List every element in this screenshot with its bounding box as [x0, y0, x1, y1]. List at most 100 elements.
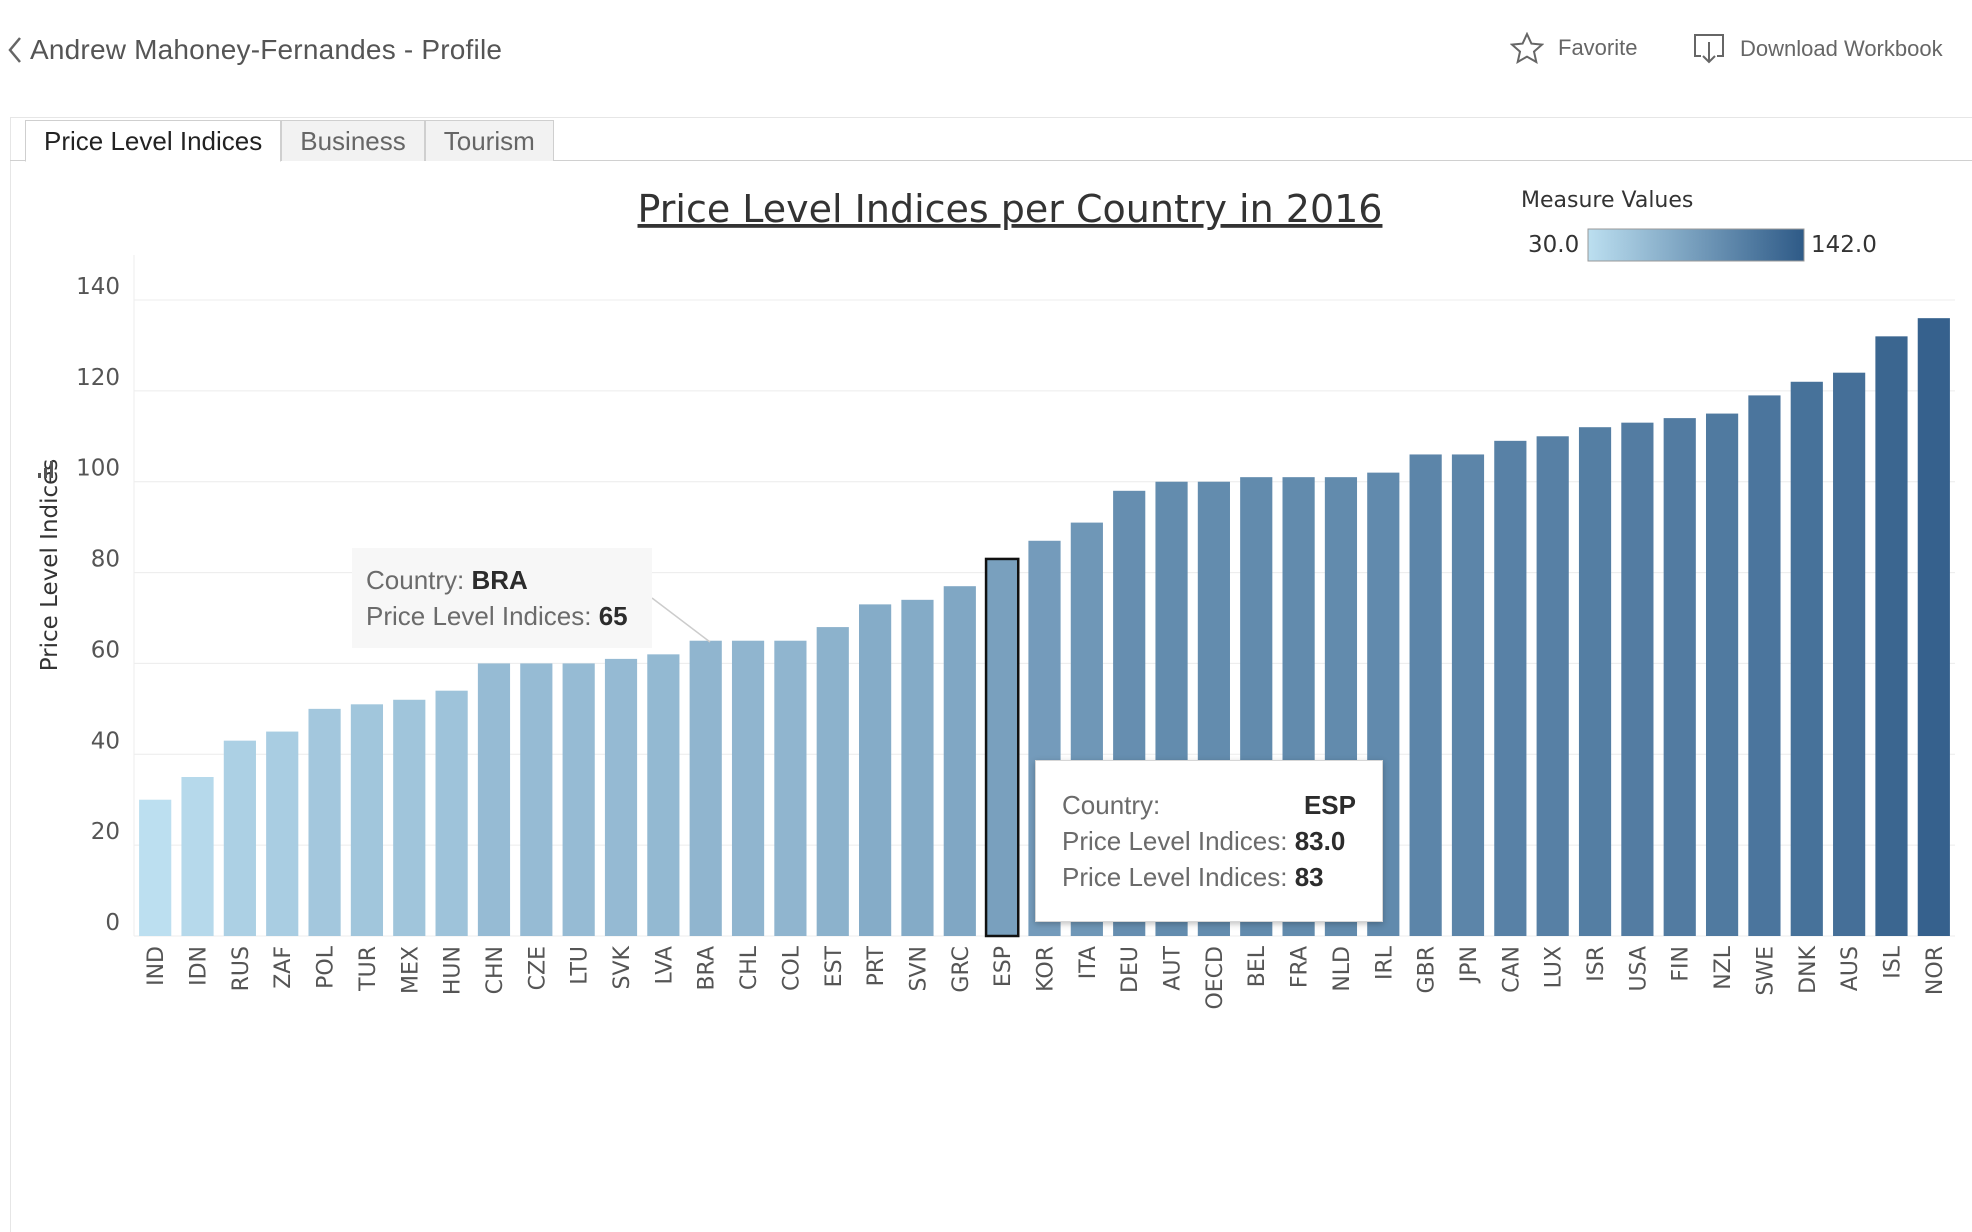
x-tick-label: BEL [1245, 945, 1270, 987]
x-tick-label: IRL [1372, 945, 1397, 980]
hover-tooltip: Country: BRA Price Level Indices: 65 [352, 548, 652, 648]
bar-cze[interactable] [520, 663, 553, 936]
bar-ind[interactable] [139, 799, 172, 936]
bar-nor[interactable] [1917, 318, 1950, 937]
bar-fin[interactable] [1663, 418, 1696, 937]
tooltip-pli-value: 65 [598, 601, 628, 631]
bar-lva[interactable] [647, 654, 680, 936]
download-workbook-label: Download Workbook [1740, 36, 1943, 61]
download-workbook-button[interactable]: Download Workbook [1692, 32, 1943, 66]
bar-est[interactable] [816, 627, 849, 936]
bar-dnk[interactable] [1790, 381, 1823, 936]
top-bar: Andrew Mahoney-Fernandes - Profile Favor… [0, 0, 1972, 105]
x-tick-label: DNK [1796, 945, 1821, 993]
x-tick-label: CHN [483, 946, 508, 994]
x-tick-label: KOR [1034, 946, 1059, 992]
x-tick-label: SVN [906, 946, 931, 991]
x-tick-label: COL [779, 945, 804, 991]
bar-ltu[interactable] [562, 663, 595, 936]
x-tick-label: LUX [1542, 946, 1567, 988]
x-tick-label: MEX [398, 946, 423, 994]
bar-chn[interactable] [477, 663, 511, 936]
x-tick-label: AUS [1838, 946, 1863, 991]
favorite-label: Favorite [1558, 35, 1638, 60]
chevron-left-icon [8, 37, 21, 63]
tooltip-pli-key: Price Level Indices: [1062, 862, 1288, 892]
bar-gbr[interactable] [1409, 454, 1442, 936]
tab-business[interactable]: Business [281, 120, 425, 161]
hover-tooltip-leader [651, 597, 711, 643]
bar-nzl[interactable] [1705, 413, 1739, 937]
back-to-profile-link[interactable]: Andrew Mahoney-Fernandes - Profile [6, 34, 502, 66]
x-tick-label: NOR [1923, 946, 1948, 995]
x-tick-label: ZAF [271, 946, 296, 989]
tooltip-country-value: ESP [1303, 790, 1356, 820]
x-tick-label: SWE [1753, 946, 1778, 996]
dashboard-frame [10, 117, 1972, 1232]
bar-lux[interactable] [1536, 436, 1569, 936]
bar-bra[interactable] [689, 640, 722, 936]
x-tick-label: SVK [610, 945, 635, 989]
bar-chl[interactable] [731, 640, 765, 936]
y-axis-title: Price Level Indices [37, 459, 63, 672]
x-tick-label: FIN [1669, 946, 1694, 982]
y-axis-title-group: Price Level Indices [37, 459, 63, 672]
x-axis-ticks: IND IDN RUS ZAF POL TUR MEX HUN CHN CZE LTU SVK LVA B… [144, 945, 1948, 1009]
chart-title: Price Level Indices per Country in 2016 [638, 187, 1383, 231]
y-tick-label: 0 [105, 910, 120, 936]
bar-svn[interactable] [901, 599, 934, 936]
sort-icon[interactable] [38, 461, 53, 478]
x-tick-label: LVA [652, 946, 677, 985]
y-tick-label: 40 [91, 728, 120, 754]
bar-svk[interactable] [604, 658, 638, 936]
favorite-button[interactable]: Favorite [1510, 32, 1637, 64]
bar-grc[interactable] [943, 586, 976, 936]
legend-min-label: 30.0 [1528, 232, 1579, 258]
tooltip-country-value: BRA [471, 565, 528, 595]
bar-pol[interactable] [308, 708, 341, 936]
tab-tourism[interactable]: Tourism [424, 120, 554, 161]
tooltip-pli-key: Price Level Indices: [1062, 826, 1288, 856]
x-tick-label: FRA [1288, 946, 1313, 988]
x-tick-label: AUT [1161, 945, 1186, 990]
bar-zaf[interactable] [266, 731, 299, 936]
bar-isl[interactable] [1875, 336, 1908, 936]
legend-max-label: 142.0 [1811, 232, 1877, 258]
y-tick-label: 20 [91, 819, 120, 845]
tooltip-pli-key: Price Level Indices: [366, 601, 592, 631]
back-link-label: Andrew Mahoney-Fernandes - Profile [30, 34, 503, 65]
bar-esp[interactable] [984, 557, 1020, 938]
bar-mex[interactable] [393, 699, 426, 936]
bar-jpn[interactable] [1451, 454, 1485, 936]
download-icon [1694, 34, 1724, 64]
y-axis-ticks: 0 20 40 60 80 100 120 140 [76, 274, 120, 936]
bar-isr[interactable] [1578, 427, 1612, 936]
bar-tur[interactable] [350, 704, 384, 936]
x-tick-label: IND [144, 946, 169, 986]
bar-rus[interactable] [223, 740, 256, 936]
x-tick-label: CAN [1499, 946, 1524, 993]
bar-idn[interactable] [181, 777, 214, 936]
bar-hun[interactable] [435, 690, 468, 936]
x-tick-label: OECD [1203, 946, 1228, 1010]
tab-price-level-indices[interactable]: Price Level Indices [25, 120, 282, 162]
selected-tooltip: Country: ESP Price Level Indices: 83.0 P… [1035, 760, 1383, 922]
x-tick-label: PRT [864, 945, 889, 986]
y-tick-label: 100 [76, 456, 120, 482]
legend-color-ramp [1587, 228, 1805, 262]
tabs-divider [10, 160, 1972, 161]
bar-usa[interactable] [1621, 422, 1654, 937]
x-tick-label: DEU [1118, 946, 1143, 993]
bar-prt[interactable] [859, 604, 892, 936]
x-tick-label: NLD [1330, 946, 1355, 992]
x-tick-label: GBR [1415, 946, 1440, 993]
bar-can[interactable] [1494, 440, 1527, 936]
x-tick-label: TUR [356, 946, 381, 992]
legend-title: Measure Values [1521, 188, 1693, 213]
x-tick-label: USA [1626, 946, 1651, 992]
bar-aus[interactable] [1833, 372, 1866, 937]
bar-swe[interactable] [1748, 395, 1781, 936]
bar-col[interactable] [774, 640, 807, 936]
x-tick-label: IDN [187, 946, 212, 986]
x-tick-label: CZE [525, 946, 550, 990]
